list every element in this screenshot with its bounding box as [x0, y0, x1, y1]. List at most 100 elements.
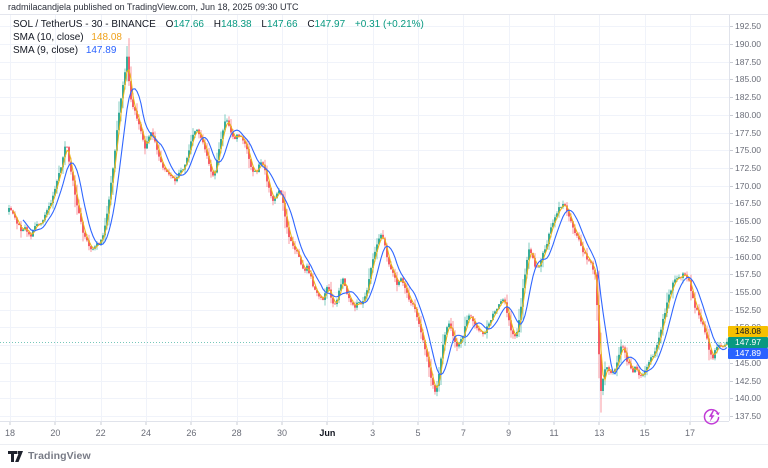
time-axis[interactable]: 18 20 22 24 26 28 30 Jun 3 5 7 9 11 13 15 17 [0, 421, 729, 446]
symbol-title: SOL / TetherUS - 30 - BINANCE [13, 19, 156, 30]
price-axis-tick [730, 150, 733, 151]
time-axis-tick [236, 422, 238, 425]
time-axis-label: 26 [186, 428, 197, 438]
price-axis-label: 175.00 [735, 145, 761, 155]
sma-fast-value: 148.08 [91, 32, 122, 43]
time-axis-tick [462, 422, 464, 425]
price-axis-tick [730, 79, 733, 80]
chart-widget: SOL / TetherUS - 30 - BINANCE O147.66 H1… [0, 14, 768, 445]
time-axis-label: 20 [50, 428, 61, 438]
ohlc-low-value: 147.66 [266, 19, 298, 30]
symbol-legend-row[interactable]: SOL / TetherUS - 30 - BINANCE O147.66 H1… [13, 18, 424, 31]
ohlc-open-value: 147.66 [173, 19, 204, 30]
price-axis-label: 177.50 [735, 128, 761, 138]
price-axis-tick [730, 97, 733, 98]
time-axis-label: 17 [684, 428, 696, 438]
sma-slow-price-tag: 147.89 [728, 348, 768, 359]
price-axis-label: 157.50 [735, 269, 761, 279]
ohlc-high-value: 148.38 [221, 19, 252, 30]
price-axis-tick [730, 239, 733, 240]
price-axis-label: 190.00 [735, 39, 761, 49]
price-axis-label: 155.00 [735, 287, 761, 297]
time-axis-label: 3 [370, 428, 376, 438]
price-axis-label: 152.50 [735, 305, 761, 315]
price-axis-tick [730, 115, 733, 116]
time-axis-tick [9, 422, 11, 425]
price-axis-tick [730, 416, 733, 417]
price-change: +0.31 (+0.21%) [354, 19, 424, 30]
time-axis-label: 13 [594, 428, 605, 438]
price-axis-label: 160.00 [735, 252, 761, 262]
ohlc-high-key: H [213, 19, 221, 30]
price-axis-label: 162.50 [735, 234, 761, 244]
time-axis-label: 15 [639, 428, 650, 438]
time-axis-tick [508, 422, 510, 425]
price-axis-label: 187.50 [735, 57, 761, 67]
refresh-flash-badge [701, 406, 722, 427]
sma-fast-legend-row[interactable]: SMA (10, close) 148.08 [13, 31, 424, 44]
time-axis-tick [689, 422, 691, 425]
ohlc-close-key: C [307, 19, 315, 30]
sma-fast-label: SMA (10, close) [13, 32, 84, 43]
price-axis-tick [730, 44, 733, 45]
time-axis-label: 5 [415, 428, 421, 438]
sma-slow-label: SMA (9, close) [13, 45, 79, 56]
price-axis-label: 182.50 [735, 92, 761, 102]
price-axis-tick [730, 133, 733, 134]
price-axis-label: 165.00 [735, 216, 761, 226]
time-axis-tick [553, 422, 555, 425]
candlestick-chart-canvas[interactable] [0, 15, 729, 421]
price-axis-label: 180.00 [735, 110, 761, 120]
time-axis-tick [54, 422, 56, 425]
time-axis-tick [326, 422, 328, 425]
time-axis-tick [372, 422, 374, 425]
time-axis-label: 9 [506, 428, 512, 438]
bottom-divider [0, 444, 768, 445]
price-axis-tick [730, 274, 733, 275]
price-axis-label: 142.50 [735, 376, 761, 386]
price-axis-tick [730, 363, 733, 364]
time-axis-tick [190, 422, 192, 425]
price-axis-tick [730, 221, 733, 222]
price-axis-tick [730, 168, 733, 169]
time-axis-tick [598, 422, 600, 425]
sma-slow-legend-row[interactable]: SMA (9, close) 147.89 [13, 44, 424, 57]
ohlc-open-key: O [165, 19, 174, 30]
ohlc-low-key: L [261, 19, 267, 30]
time-axis-label: 18 [4, 428, 16, 438]
price-axis-tick [730, 292, 733, 293]
price-axis-tick [730, 26, 733, 27]
time-axis-label: 22 [95, 428, 106, 438]
last-price-tag: 147.97 [728, 337, 768, 348]
price-axis-label: 137.50 [735, 411, 761, 421]
time-axis-tick [281, 422, 283, 425]
price-axis-tick [730, 203, 733, 204]
time-axis-tick [644, 422, 646, 425]
time-axis-label: 11 [549, 428, 559, 438]
price-axis-label: 172.50 [735, 163, 761, 173]
price-axis-tick [730, 398, 733, 399]
price-axis-label: 170.00 [735, 181, 761, 191]
price-axis-label: 145.00 [735, 358, 761, 368]
tradingview-wordmark: TradingView [28, 450, 91, 462]
price-axis-tick [730, 257, 733, 258]
time-axis-tick [417, 422, 419, 425]
time-axis-label: 30 [276, 428, 288, 438]
price-axis-label: 167.50 [735, 198, 761, 208]
flash-circle-icon [703, 408, 720, 425]
chart-legend: SOL / TetherUS - 30 - BINANCE O147.66 H1… [13, 18, 424, 57]
time-axis-label: 7 [460, 428, 466, 438]
time-axis-tick [145, 422, 147, 425]
price-axis-tick [730, 186, 733, 187]
ohlc-close-value: 147.97 [314, 19, 346, 30]
time-axis-label: Jun [319, 428, 336, 438]
time-axis-tick [100, 422, 102, 425]
time-axis-label: 24 [140, 428, 152, 438]
time-axis-label: 28 [231, 428, 242, 438]
sma-slow-value: 147.89 [85, 45, 117, 56]
price-axis[interactable]: 192.50 190.00 187.50 185.00 182.50 180.00 177.… [729, 15, 768, 421]
price-axis-label: 140.00 [735, 393, 761, 403]
price-axis-label: 185.00 [735, 74, 761, 84]
tradingview-footer-logo[interactable]: TradingView [8, 450, 91, 462]
